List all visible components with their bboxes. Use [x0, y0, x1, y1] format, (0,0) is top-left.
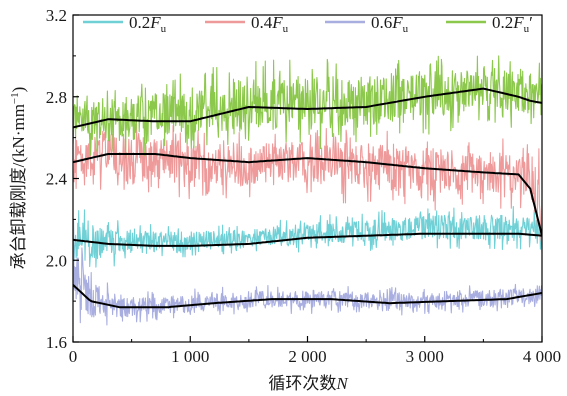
series-raw-1 — [73, 123, 542, 243]
y-tick-label: 2.4 — [46, 170, 68, 189]
series-trend-2 — [73, 284, 542, 309]
x-tick-label: 0 — [69, 347, 78, 366]
x-tick-label: 1 000 — [171, 347, 209, 366]
axes: 0 1 000 2 000 3 000 4 000 1.6 2.0 2.4 2.8 3.2 — [46, 6, 561, 366]
legend-label: 0.4Fu — [251, 13, 289, 35]
y-tick-label: 2.8 — [46, 88, 67, 107]
y-axis-title: 承台卸载刚度/(kN·mm−1) — [9, 87, 28, 270]
y-tick-label: 2.0 — [46, 251, 67, 270]
series-raw-line — [73, 205, 542, 268]
legend-item-3: 0.2Fu′ — [446, 13, 533, 35]
plot-area — [73, 55, 542, 326]
x-tick-label: 3 000 — [406, 347, 444, 366]
series-trend-1 — [73, 153, 542, 236]
y-tick-label: 1.6 — [46, 333, 67, 352]
series-raw-3 — [73, 55, 542, 159]
legend-label: 0.2Fu — [129, 13, 167, 35]
x-tick-label: 4 000 — [523, 347, 561, 366]
legend: 0.2Fu 0.4Fu 0.6Fu 0.2Fu′ — [83, 13, 533, 35]
legend-item-2: 0.6Fu — [325, 13, 409, 35]
legend-label: 0.6Fu — [371, 13, 409, 35]
series-raw-line — [73, 55, 542, 159]
legend-label: 0.2Fu′ — [492, 13, 533, 35]
legend-item-1: 0.4Fu — [205, 13, 289, 35]
y-tick-label: 3.2 — [46, 6, 67, 25]
legend-item-0: 0.2Fu — [83, 13, 167, 35]
series-raw-line — [73, 123, 542, 243]
series-raw-0 — [73, 205, 542, 268]
x-axis-title: 循环次数N — [268, 374, 349, 393]
series-trend-3 — [73, 87, 542, 129]
series-trend-0 — [73, 232, 542, 247]
x-tick-label: 2 000 — [288, 347, 326, 366]
